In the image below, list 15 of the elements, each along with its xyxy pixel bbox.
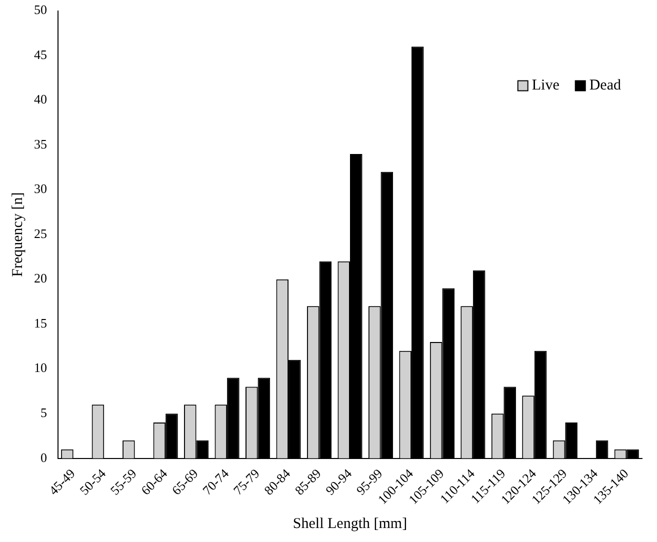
y-tick-label: 0 (40, 450, 47, 465)
y-tick-label: 25 (34, 226, 47, 241)
x-axis-title: Shell Length [mm] (292, 516, 408, 532)
y-tick-label: 50 (34, 2, 47, 18)
legend-label: Dead (589, 78, 622, 94)
y-axis-title: Frequency [n] (10, 192, 26, 277)
y-tick-label: 45 (34, 46, 47, 62)
y-tick-label: 20 (34, 270, 47, 286)
y-tick-label: 10 (34, 360, 47, 376)
y-tick-label: 15 (34, 315, 47, 330)
y-tick-label: 35 (34, 136, 47, 152)
y-tick-label: 5 (40, 405, 47, 420)
y-tick-label: 40 (34, 92, 47, 107)
y-tick-label: 30 (34, 181, 47, 196)
legend-label: Live (532, 78, 560, 94)
